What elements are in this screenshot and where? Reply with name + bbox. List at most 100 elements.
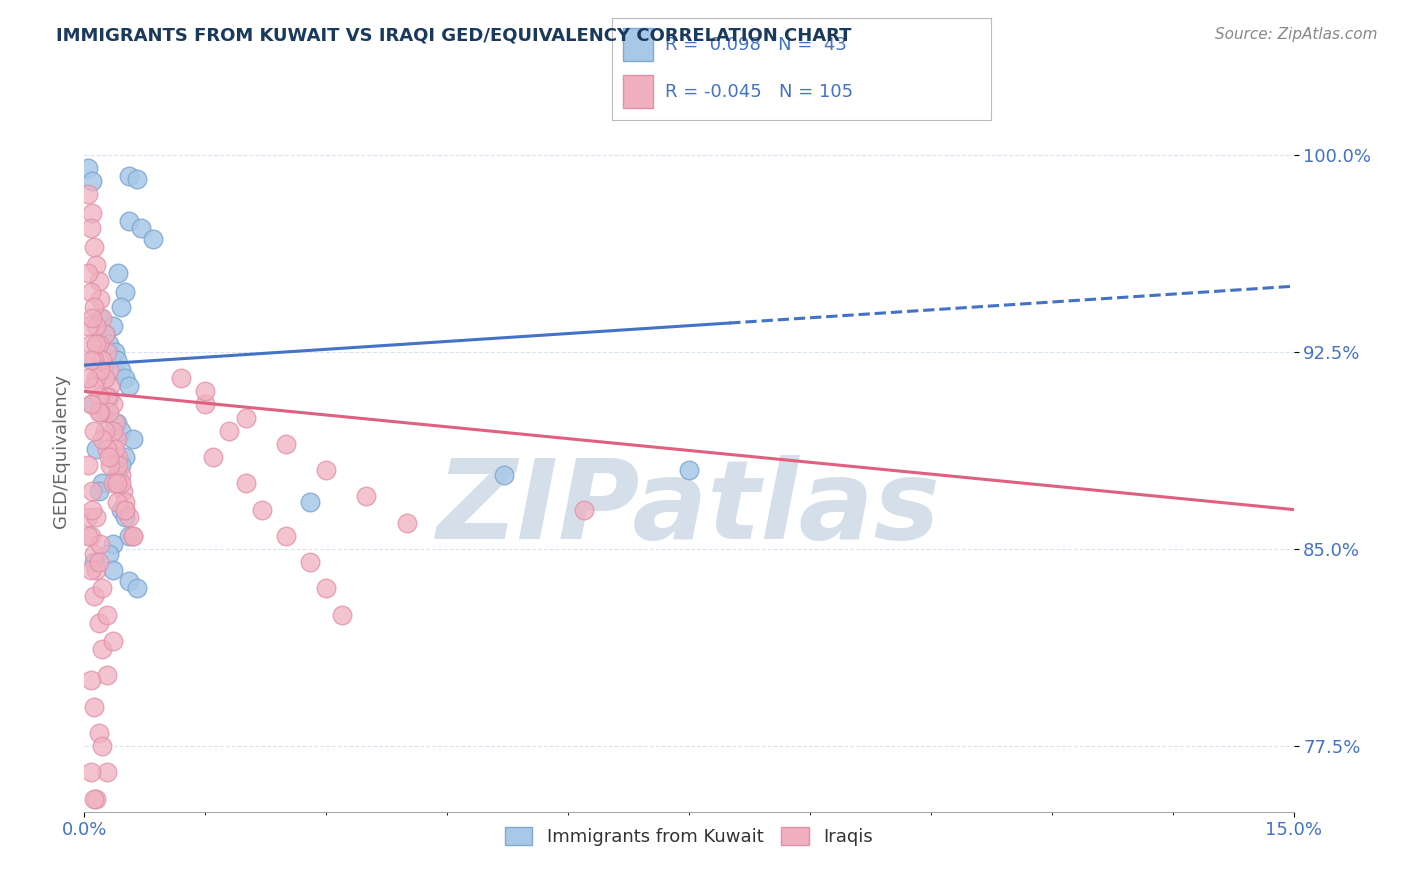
Point <box>97 390 120 404</box>
Point <box>86 563 108 577</box>
Point <box>83 424 105 438</box>
Point <box>80 529 103 543</box>
Point <box>77 510 100 524</box>
Text: Source: ZipAtlas.com: Source: ZipAtlas.com <box>1215 27 1378 42</box>
Point <box>114 371 136 385</box>
Point <box>105 468 128 483</box>
Point <box>235 410 257 425</box>
Point <box>80 221 103 235</box>
Point <box>87 555 110 569</box>
Point <box>77 266 100 280</box>
Point <box>96 607 118 622</box>
Point <box>492 468 515 483</box>
Point <box>87 615 110 630</box>
Point <box>110 476 132 491</box>
Point <box>82 174 104 188</box>
Point <box>299 555 322 569</box>
Point <box>121 529 143 543</box>
Point <box>93 326 115 341</box>
Point <box>125 171 148 186</box>
Point <box>80 765 103 780</box>
Point <box>110 458 132 472</box>
Point <box>114 510 136 524</box>
Point <box>83 240 105 254</box>
Point <box>77 187 100 202</box>
Point <box>82 484 104 499</box>
Point <box>107 450 129 464</box>
Point <box>98 379 121 393</box>
Point <box>194 397 217 411</box>
Point <box>89 310 111 325</box>
Point <box>315 463 337 477</box>
Point <box>118 574 141 588</box>
Point <box>235 476 257 491</box>
Point <box>83 555 105 569</box>
Point <box>77 318 100 333</box>
Point <box>356 490 378 504</box>
Point <box>97 450 120 464</box>
Point <box>202 450 225 464</box>
Point <box>87 726 110 740</box>
Point <box>96 668 118 682</box>
Point <box>315 582 337 596</box>
Point <box>86 510 108 524</box>
Point <box>250 502 273 516</box>
Point <box>86 442 108 457</box>
Point <box>80 337 103 351</box>
Point <box>105 352 128 367</box>
Point <box>218 424 240 438</box>
Point <box>118 213 141 227</box>
Point <box>89 293 111 307</box>
Point <box>86 318 108 333</box>
Point <box>101 476 124 491</box>
Point <box>87 274 110 288</box>
Point <box>114 502 136 516</box>
Point <box>93 326 115 341</box>
Point <box>83 589 105 603</box>
Point <box>83 352 105 367</box>
Point <box>77 161 100 175</box>
Point <box>101 563 124 577</box>
Point <box>299 494 322 508</box>
Point <box>96 442 118 457</box>
Point <box>77 371 100 385</box>
Legend: Immigrants from Kuwait, Iraqis: Immigrants from Kuwait, Iraqis <box>498 820 880 854</box>
Text: R = -0.045   N = 105: R = -0.045 N = 105 <box>665 83 853 101</box>
Point <box>89 363 111 377</box>
Point <box>98 458 121 472</box>
Point <box>86 337 108 351</box>
Point <box>112 484 135 499</box>
Point <box>129 221 152 235</box>
Point <box>82 310 104 325</box>
Point <box>96 390 118 404</box>
Point <box>82 205 104 219</box>
Point <box>104 345 127 359</box>
Point <box>83 300 105 314</box>
Point <box>107 458 129 472</box>
Point <box>87 484 110 499</box>
Point <box>170 371 193 385</box>
Point <box>110 502 132 516</box>
Point <box>87 405 110 419</box>
Point <box>118 529 141 543</box>
Point <box>110 300 132 314</box>
Point <box>107 266 129 280</box>
Point <box>572 502 595 516</box>
Point <box>80 285 103 299</box>
Point <box>86 791 108 805</box>
Point <box>86 371 108 385</box>
Point <box>105 416 128 430</box>
Point <box>118 379 141 393</box>
Point <box>142 232 165 246</box>
Point <box>104 416 127 430</box>
Point <box>91 432 114 446</box>
Point <box>114 494 136 508</box>
Text: ZIPatlas: ZIPatlas <box>437 455 941 562</box>
Point <box>97 547 120 561</box>
Point <box>194 384 217 399</box>
Point <box>91 582 114 596</box>
Point <box>110 468 132 483</box>
Point <box>395 516 418 530</box>
Point <box>83 547 105 561</box>
Point <box>86 258 108 272</box>
